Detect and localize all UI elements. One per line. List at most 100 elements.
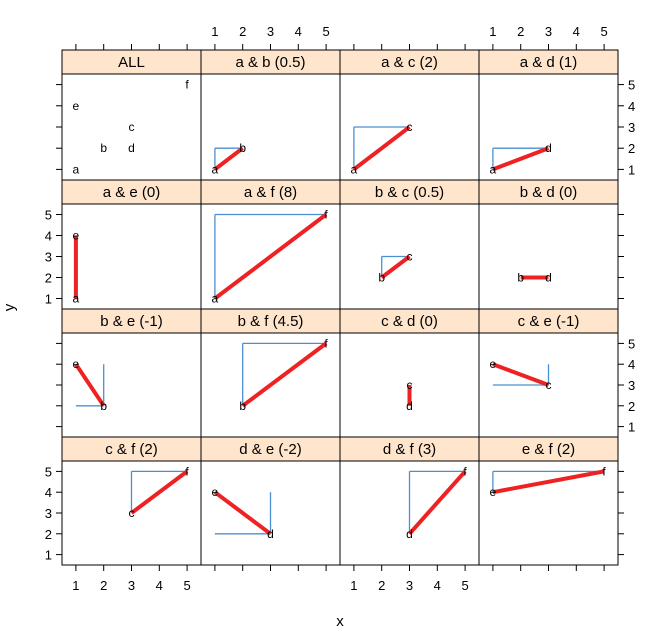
pair-segment (213, 490, 272, 536)
product-rect (492, 147, 549, 170)
y-axis-left-row-1 (56, 84, 62, 170)
product-rect (214, 213, 327, 299)
y-tick-label: 4 (45, 229, 52, 244)
panel-1: ALL a b cd e f (61, 49, 202, 181)
panel-title: a & c (2) (381, 54, 438, 71)
pair-segment (380, 254, 411, 280)
panel-title: a & e (0) (103, 184, 161, 201)
point-label-f: f (185, 464, 189, 478)
point-label-a: a (73, 162, 80, 176)
pair-segment (492, 469, 605, 495)
y-tick-label: 4 (628, 357, 635, 372)
point-label-d: d (545, 141, 552, 155)
y-axis-right-row-3 (618, 342, 624, 428)
panel-8: b & d (0) b d (478, 179, 619, 310)
x-tick-label: 4 (156, 578, 163, 593)
y-tick-label: 3 (628, 120, 635, 135)
point-label-a: a (212, 162, 219, 176)
point-label-b: b (100, 399, 107, 413)
product-rect (130, 470, 188, 513)
product-rect (492, 470, 605, 493)
y-tick-label: 4 (45, 485, 52, 500)
y-tick-label: 1 (45, 548, 52, 563)
point-label-f: f (602, 464, 606, 478)
y-axis-left-row-4 (56, 470, 62, 556)
panel-5: a & e (0) a e (61, 179, 202, 310)
y-tick-labels-right-row-1: 1 2 3 4 5 (628, 78, 635, 178)
panel-title: a & d (1) (520, 54, 578, 71)
panel-2: a & b (0.5) a b (200, 49, 341, 181)
x-tick-label: 4 (573, 24, 580, 39)
point-label-b: b (517, 271, 524, 285)
x-tick-label: 1 (72, 578, 79, 593)
x-tick-label: 1 (350, 578, 357, 593)
point-label-e: e (490, 485, 497, 499)
pair-segment (130, 469, 189, 515)
pair-segment (352, 125, 411, 171)
y-tick-label: 5 (45, 464, 52, 479)
x-axis-bottom-col-4 (492, 565, 605, 571)
x-axis-bottom-col-2 (214, 565, 327, 571)
product-rect (492, 364, 550, 386)
y-tick-label: 3 (45, 506, 52, 521)
panel-frame (478, 460, 619, 566)
point-label-d: d (545, 271, 552, 285)
x-axis-top-col-3 (353, 44, 466, 50)
pair-segment (74, 363, 106, 407)
panel-title: a & f (8) (244, 184, 297, 201)
x-tick-label: 4 (434, 578, 441, 593)
panel-strip (200, 308, 341, 334)
panel-title: a & b (0.5) (235, 54, 305, 71)
y-axis-right-row-4 (618, 470, 624, 556)
y-axis-left-row-2 (56, 214, 62, 299)
panel-6: a & f (8) a f (200, 179, 341, 310)
point-label-a: a (490, 162, 497, 176)
x-tick-label: 2 (517, 24, 524, 39)
panel-title: b & d (0) (520, 184, 578, 201)
panel-16: e & f (2) e f (478, 436, 619, 566)
panel-title: c & f (2) (105, 441, 158, 458)
point-label-c: c (407, 250, 413, 264)
x-tick-label: 5 (322, 24, 329, 39)
y-tick-label: 1 (45, 292, 52, 307)
product-rect (75, 364, 105, 407)
panel-9: b & e (-1) b e (61, 308, 202, 438)
x-axis-bottom-col-3 (353, 565, 466, 571)
x-tick-label: 5 (461, 578, 468, 593)
point-label-d: d (128, 141, 135, 155)
y-tick-label: 4 (628, 99, 635, 114)
y-axis-title: y (1, 303, 18, 311)
x-tick-label: 1 (489, 24, 496, 39)
pair-segment (492, 146, 550, 172)
point-label-f: f (185, 78, 189, 92)
panel-strip (339, 308, 480, 334)
panel-title: b & e (-1) (100, 313, 163, 330)
y-axis-right-row-2 (618, 214, 624, 299)
panel-strip (61, 49, 202, 75)
point-label-f: f (463, 464, 467, 478)
panel-10: b & f (4.5) b f (200, 308, 341, 438)
product-rect (242, 342, 327, 406)
panel-frame (478, 203, 619, 310)
y-tick-label: 5 (628, 78, 635, 93)
panel-15: d & f (3) d f (339, 436, 480, 566)
point-label-e: e (73, 229, 80, 243)
product-rect (353, 126, 410, 170)
point-label-b: b (239, 141, 246, 155)
product-rect (214, 492, 272, 535)
point-label-a: a (73, 292, 80, 306)
x-axis-title: x (336, 613, 344, 630)
point-label-d: d (406, 527, 413, 541)
point-label-b: b (100, 141, 107, 155)
x-tick-label: 5 (600, 24, 607, 39)
x-tick-labels-top-col-2: 1 2 3 4 5 (211, 24, 329, 39)
y-tick-labels-left-row-4: 1 2 3 4 5 (45, 464, 52, 562)
y-tick-label: 3 (45, 250, 52, 265)
panel-frame (478, 73, 619, 181)
point-label-a: a (212, 292, 219, 306)
panel-4: a & d (1) a d (478, 49, 619, 181)
panel-title: d & f (3) (383, 441, 436, 458)
y-tick-label: 5 (45, 208, 52, 223)
product-rect (214, 147, 243, 170)
